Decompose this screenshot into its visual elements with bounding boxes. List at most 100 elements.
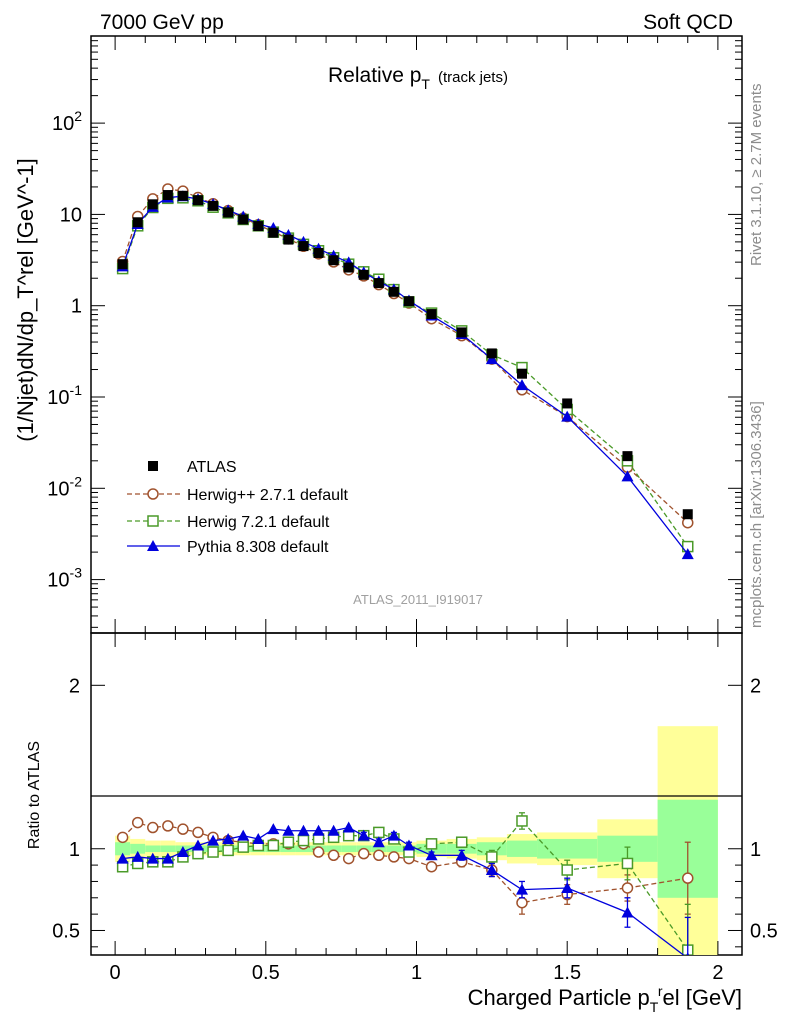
ratio-point xyxy=(621,906,634,918)
data-point xyxy=(253,221,264,232)
mcplots-label: mcplots.cern.ch [arXiv:1306.3436] xyxy=(748,401,765,628)
data-point xyxy=(486,348,497,359)
ratio-point xyxy=(373,849,385,862)
header-category-label: Soft QCD xyxy=(643,11,733,34)
ratio-y-tick-label: 1 xyxy=(69,839,80,861)
ratio-point xyxy=(237,841,249,853)
data-point xyxy=(132,217,143,228)
band-stat xyxy=(341,845,357,853)
data-point xyxy=(426,309,437,320)
ratio-point xyxy=(116,831,129,844)
ratio-point xyxy=(455,836,468,848)
ratio-frame xyxy=(90,632,743,956)
main-series-group xyxy=(116,183,694,560)
ratio-point xyxy=(312,824,325,836)
band-stat xyxy=(130,843,146,854)
main-y-tick-label: 10-1 xyxy=(47,382,82,409)
legend-label: Herwig++ 2.7.1 default xyxy=(187,487,349,504)
legend: ATLAS Herwig++ 2.7.1 default Herwig 7.2.1 … xyxy=(127,459,349,556)
ratio-point xyxy=(222,832,235,844)
main-y-tick-label: 1 xyxy=(71,296,82,318)
band-stat xyxy=(115,842,131,856)
data-point xyxy=(682,509,693,520)
data-point xyxy=(622,451,633,462)
main-y-tick-label: 102 xyxy=(52,108,82,135)
ratio-point xyxy=(147,821,159,834)
data-point xyxy=(192,195,203,206)
ratio-point xyxy=(402,839,415,851)
analysis-reference: ATLAS_2011_I919017 xyxy=(353,592,483,607)
ratio-point xyxy=(425,838,438,850)
legend-entry-atlas: ATLAS xyxy=(148,459,237,476)
ratio-point xyxy=(425,849,438,861)
ratio-point xyxy=(455,849,468,861)
ratio-point xyxy=(425,860,438,873)
ratio-point xyxy=(515,883,528,895)
ratio-point xyxy=(192,826,204,839)
data-point xyxy=(147,199,158,210)
ratio-point xyxy=(176,846,189,858)
data-point xyxy=(485,353,498,365)
band-stat xyxy=(371,845,387,853)
x-tick-label: 0.5 xyxy=(252,962,280,984)
ratio-point xyxy=(282,836,295,848)
ratio-point xyxy=(485,864,498,876)
ratio-y-tick-label-right: 1 xyxy=(750,839,761,861)
legend-marker xyxy=(147,540,159,551)
ratio-point xyxy=(191,839,204,851)
band-stat xyxy=(386,845,402,853)
ratio-point xyxy=(161,852,174,864)
ratio-point xyxy=(297,824,310,836)
legend-marker xyxy=(147,488,159,500)
ratio-point xyxy=(146,852,159,864)
ratio-point xyxy=(327,849,340,862)
legend-label: Pythia 8.308 default xyxy=(187,539,329,556)
legend-marker xyxy=(148,461,158,471)
ratio-point xyxy=(686,952,690,955)
ratio-y-axis-label: Ratio to ATLAS xyxy=(26,741,43,849)
ratio-point xyxy=(131,850,144,862)
x-tick-label: 1.5 xyxy=(553,962,581,984)
ratio-axis-ticks: 0.5 0.5 1 1 2 2 0 0.5 1 1.5 2 xyxy=(52,633,778,984)
main-title: Relative pT (track jets) xyxy=(328,64,508,92)
data-point xyxy=(561,410,574,422)
ratio-point xyxy=(373,826,385,839)
ratio-point xyxy=(267,823,280,835)
ratio-point xyxy=(621,857,634,870)
data-point xyxy=(117,259,128,270)
main-y-tick-label: 10-2 xyxy=(47,473,82,500)
data-point xyxy=(515,379,528,391)
data-point xyxy=(562,398,573,409)
ratio-point xyxy=(387,829,400,841)
header-energy-label: 7000 GeV pp xyxy=(100,11,224,34)
data-point xyxy=(298,241,309,252)
x-tick-label: 0 xyxy=(110,962,121,984)
legend-entry-pythia-8-308-default: Pythia 8.308 default xyxy=(127,539,329,556)
data-point xyxy=(238,214,249,225)
ratio-point xyxy=(207,846,219,858)
data-point xyxy=(388,286,399,297)
ratio-point xyxy=(162,820,174,832)
ratio-point xyxy=(327,824,340,836)
band-stat xyxy=(476,842,507,856)
ratio-series-group xyxy=(116,812,694,955)
ratio-y-tick-label: 2 xyxy=(69,675,80,697)
x-tick-label: 2 xyxy=(712,962,723,984)
ratio-point xyxy=(267,839,280,852)
legend-marker xyxy=(147,515,159,527)
band-stat xyxy=(506,840,538,857)
data-point xyxy=(328,255,339,266)
ratio-panel: 0.5 0.5 1 1 2 2 0 0.5 1 1.5 2 Ratio to ATLAS Charg… xyxy=(26,632,778,1015)
ratio-point xyxy=(222,844,234,857)
ratio-point xyxy=(342,821,355,833)
ratio-point xyxy=(116,852,129,864)
data-point xyxy=(373,278,384,289)
data-point xyxy=(223,207,234,218)
ratio-point xyxy=(561,881,574,893)
data-point xyxy=(268,227,279,238)
legend-label: ATLAS xyxy=(187,459,237,476)
data-point xyxy=(681,548,694,560)
main-panel: 10-3 10-2 10-1 1 10 102 Relative pT (track jet… xyxy=(13,35,743,634)
ratio-point xyxy=(372,836,385,848)
